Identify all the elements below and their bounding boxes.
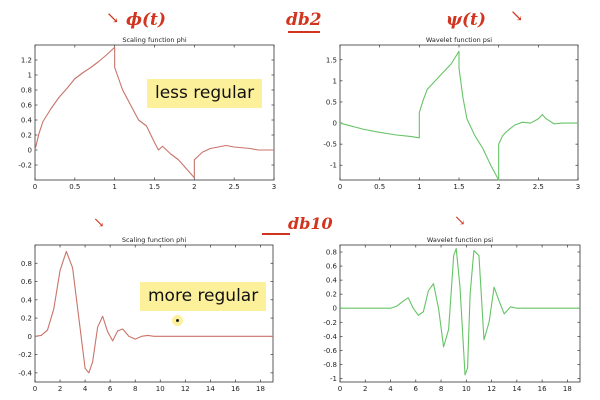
x-tick-label: 2.5 (229, 183, 240, 191)
plot-title: Wavelet function psi (427, 236, 493, 244)
y-tick-label: -0.2 (18, 162, 32, 170)
x-tick-label: 4 (388, 385, 393, 393)
x-tick-label: 1 (417, 183, 421, 191)
series-line (34, 46, 274, 179)
y-tick-label: 0.8 (21, 260, 32, 268)
y-tick-label: -0.5 (323, 141, 337, 149)
x-tick-label: 6 (414, 385, 419, 393)
plot-title: Wavelet function psi (426, 36, 492, 44)
y-tick-label: -1 (330, 375, 337, 383)
y-tick-label: 0.4 (21, 117, 33, 125)
x-tick-label: 8 (133, 385, 137, 393)
plot-title: Scaling function phi (122, 36, 186, 44)
y-tick-label: -0.2 (323, 319, 337, 327)
plot-3: Scaling function phi 0 2 4 6 8 10 12 14 16 18 -0.4 -… (18, 236, 274, 393)
y-tick-label: 1.5 (326, 56, 337, 64)
x-tick-label: 10 (156, 385, 165, 393)
plot-frame (34, 244, 274, 383)
x-tick-label: 1.5 (453, 183, 464, 191)
x-tick-label: 0.5 (374, 183, 385, 191)
x-tick-label: 0 (33, 183, 37, 191)
x-tick-label: 0 (338, 183, 342, 191)
y-tick-label: 1 (333, 77, 337, 85)
cursor-center (176, 319, 179, 322)
x-tick-label: 3 (272, 183, 276, 191)
x-tick-label: 8 (439, 385, 443, 393)
db2-underline (288, 31, 320, 33)
y-tick-label: -0.8 (323, 361, 337, 369)
plot-frame (34, 44, 275, 181)
plot-title: Scaling function phi (122, 236, 186, 244)
db10-underline (262, 233, 290, 235)
y-tick-label: 0.2 (21, 315, 32, 323)
y-tick-label: 0.2 (21, 132, 32, 140)
y-tick-label: 0.8 (326, 249, 337, 257)
phi-arrow-icon: ↘ (106, 8, 120, 27)
y-tick-label: 0.6 (326, 263, 338, 271)
x-tick-label: 10 (462, 385, 471, 393)
plot-4: Wavelet function psi 0 2 4 6 8 10 12 14 16 18 -1 -0.… (323, 236, 581, 393)
x-tick-label: 12 (487, 385, 496, 393)
y-tick-label: -0.4 (323, 333, 337, 341)
psi-db10-arrow-icon: ↘ (454, 213, 466, 229)
y-tick-label: 0.6 (21, 278, 33, 286)
y-tick-label: -0.6 (323, 347, 337, 355)
x-tick-label: 0.5 (69, 183, 80, 191)
plot-2: Wavelet function psi 0 0.5 1 1.5 2 2.5 3 -1 -0.5 0… (323, 36, 580, 191)
phi-db10-arrow-icon: ↘ (93, 215, 105, 231)
x-tick-label: 16 (231, 385, 240, 393)
x-tick-label: 14 (512, 385, 521, 393)
x-tick-label: 0 (33, 385, 37, 393)
y-tick-label: 0.4 (21, 296, 33, 304)
db2-label: db2 (286, 10, 322, 30)
y-tick-label: 1 (28, 72, 32, 80)
plot-1: Scaling function phi 0 0.5 1 1.5 2 2.5 3 -0.2 0 0.… (18, 36, 276, 191)
x-tick-label: 18 (256, 385, 265, 393)
y-tick-label: 0 (333, 305, 337, 313)
y-tick-label: -0.4 (18, 369, 32, 377)
x-tick-label: 2 (363, 385, 367, 393)
series-line (34, 250, 273, 374)
y-tick-label: 0 (333, 120, 337, 128)
series-line (339, 50, 578, 181)
x-tick-label: 0 (338, 385, 342, 393)
series-line (340, 247, 580, 376)
x-tick-label: 6 (108, 385, 113, 393)
psi-label: ψ(t) (446, 10, 486, 30)
y-tick-label: 1.2 (21, 57, 32, 65)
y-tick-label: 0.2 (326, 291, 337, 299)
y-tick-label: 0 (28, 333, 32, 341)
y-tick-label: -1 (330, 162, 337, 170)
x-tick-label: 18 (563, 385, 572, 393)
plot-frame (339, 244, 581, 383)
db10-label: db10 (288, 214, 333, 233)
y-tick-label: 0.6 (21, 102, 33, 110)
x-tick-label: 2 (192, 183, 196, 191)
y-tick-label: 0.8 (21, 87, 32, 95)
x-tick-label: 12 (181, 385, 190, 393)
y-tick-label: 0.5 (326, 98, 337, 106)
x-tick-label: 1 (112, 183, 116, 191)
y-tick-label: -0.2 (18, 351, 32, 359)
phi-label: ϕ(t) (126, 10, 166, 30)
y-tick-label: 0 (28, 147, 32, 155)
x-tick-label: 16 (538, 385, 547, 393)
x-tick-label: 2.5 (533, 183, 544, 191)
x-tick-label: 3 (576, 183, 580, 191)
less-regular-callout: less regular (147, 79, 263, 108)
x-tick-label: 1.5 (149, 183, 160, 191)
more-regular-callout: more regular (140, 282, 267, 311)
y-tick-label: 0.4 (326, 277, 338, 285)
psi-arrow-icon: ↘ (510, 6, 524, 25)
x-tick-label: 4 (83, 385, 88, 393)
x-tick-label: 2 (496, 183, 500, 191)
x-tick-label: 14 (206, 385, 215, 393)
x-tick-label: 2 (58, 385, 62, 393)
